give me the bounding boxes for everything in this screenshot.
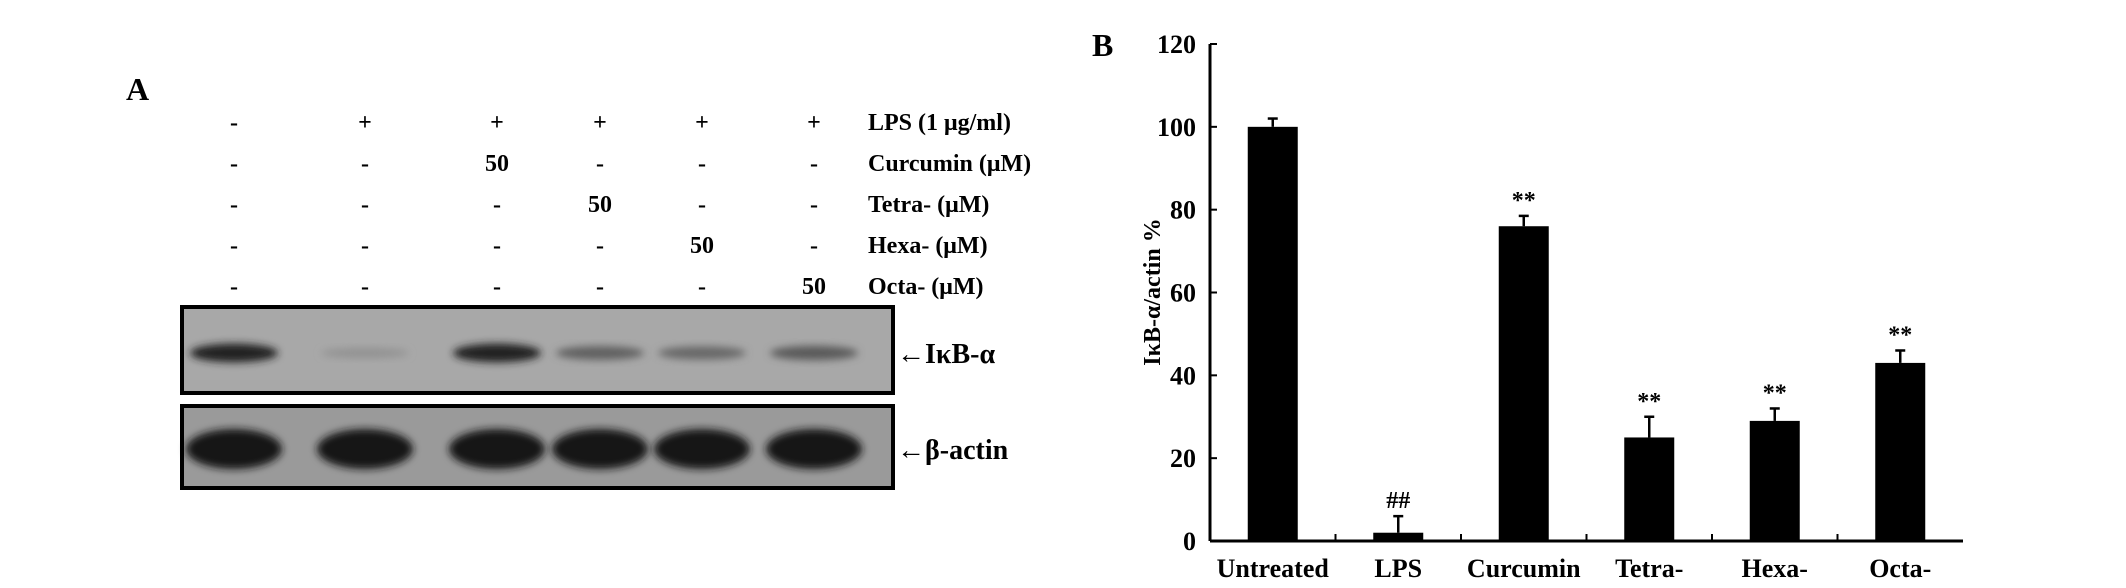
treatment-cell: - [361,192,369,218]
y-tick-label: 20 [1170,444,1196,473]
blot-band [449,429,545,469]
y-tick-label: 0 [1183,527,1196,556]
treatment-cell: - [596,233,604,259]
bar-octa [1875,362,1926,541]
treatment-cell: - [810,233,818,259]
bar-tetra [1624,437,1675,541]
panel-a-western-blot: A - + + + + + LPS (1 μg/ml) - - 50 - - - Curcumin (μM… [126,71,1031,490]
x-tick-label: Octa- [1869,554,1931,583]
blot-1: ←β-actin [180,404,1009,490]
treatment-cell: - [698,274,706,300]
bar-curcumin [1498,226,1549,541]
treatment-row-label: Tetra- (μM) [868,192,989,218]
x-tick-label: LPS [1374,554,1422,583]
bar-lps [1373,532,1424,541]
significance-annotation: ** [1763,380,1787,406]
treatment-cell: - [596,151,604,177]
blot-band [552,429,648,469]
blot-band [766,429,862,469]
panel-a-label: A [126,71,149,107]
y-tick-label: 100 [1157,113,1196,142]
significance-annotation: ## [1386,488,1410,514]
treatment-cell: - [230,151,238,177]
treatment-cell: + [490,110,504,136]
treatment-cell: - [810,151,818,177]
treatment-cell: - [361,233,369,259]
treatment-cell: - [493,274,501,300]
panel-b-bar-chart: B IκB-α/actin % 0 20 40 60 80 100 120 Untreated… [1092,27,1963,583]
x-tick-label: Untreated [1217,554,1330,583]
blot-label: ←β-actin [897,435,1009,466]
x-tick-label: Tetra- [1615,554,1683,583]
blot-band [770,345,858,361]
treatment-cell: - [230,274,238,300]
treatment-cell: 50 [690,233,714,259]
treatment-cell: 50 [485,151,509,177]
treatment-cell: - [810,192,818,218]
panel-b-label: B [1092,27,1113,63]
significance-annotation: ** [1637,389,1661,415]
treatment-cell: + [593,110,607,136]
treatment-cell: - [698,192,706,218]
treatment-cell: 50 [588,192,612,218]
y-tick-label: 80 [1170,196,1196,225]
significance-annotation: ** [1512,188,1536,214]
blot-band [186,429,282,469]
treatment-row-label: Hexa- (μM) [868,233,988,259]
treatment-cell: - [230,233,238,259]
treatment-cell: - [493,192,501,218]
blot-band [453,343,541,363]
y-tick-label: 40 [1170,361,1196,390]
treatment-cell: + [695,110,709,136]
blot-band [190,343,278,363]
treatment-cell: 50 [802,274,826,300]
bar-hexa [1749,420,1800,541]
x-tick-label: Hexa- [1742,554,1808,583]
y-tick-label: 60 [1170,279,1196,308]
treatment-cell: - [698,151,706,177]
treatment-cell: - [596,274,604,300]
treatment-cell: + [807,110,821,136]
treatment-cell: - [493,233,501,259]
y-tick-label: 120 [1157,30,1196,59]
blot-0: ←IκB-α [180,305,995,395]
treatment-cell: + [358,110,372,136]
blot-band [556,346,644,360]
significance-annotation: ** [1888,322,1912,348]
blot-band [317,429,413,469]
blot-band [321,347,409,359]
treatment-cell: - [361,151,369,177]
treatment-cell: - [230,192,238,218]
x-tick-label: Curcumin [1467,554,1581,583]
blot-band [658,346,746,360]
y-axis-label: IκB-α/actin % [1140,218,1166,365]
treatment-row-label: Octa- (μM) [868,274,984,300]
treatment-cell: - [230,110,238,136]
blot-band [654,429,750,469]
treatment-row-label: LPS (1 μg/ml) [868,110,1011,136]
treatment-row-label: Curcumin (μM) [868,151,1031,177]
blot-label: ←IκB-α [897,339,995,370]
treatment-cell: - [361,274,369,300]
bar-untreated [1247,126,1298,541]
